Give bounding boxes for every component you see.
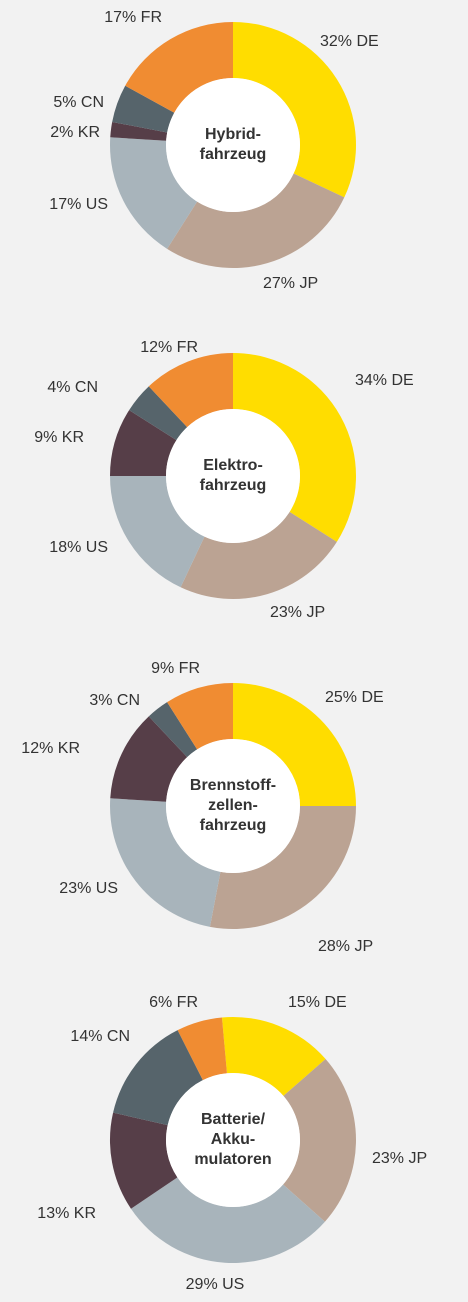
slice-label: 29% US [186,1276,245,1293]
slice [233,683,356,806]
center-label: mulatoren [194,1151,271,1168]
slice-label: 27% JP [263,275,318,292]
slice-label: 17% US [49,196,108,213]
slice [148,702,198,758]
slice [233,353,356,542]
slice [130,1177,325,1263]
center-label: Hybrid- [205,126,261,143]
slice [167,683,233,750]
slice-label: 3% CN [89,692,140,709]
slice [177,1017,227,1081]
center-label: fahrzeug [200,477,267,494]
center-label: Batterie/ [201,1111,266,1128]
slice [110,716,188,802]
slice [109,798,221,927]
slice [112,85,175,133]
slice [167,173,345,268]
slice-label: 12% KR [21,740,80,757]
center-label: zellen- [208,797,258,814]
slice-label: 9% KR [34,429,84,446]
center-hole [166,78,300,212]
slice-label: 32% DE [320,33,379,50]
slice [129,386,188,441]
slice [113,1030,203,1126]
slice-label: 25% DE [325,689,384,706]
slice [125,22,233,113]
slice-label: 9% FR [151,660,200,677]
slice-label: 18% US [49,539,108,556]
slice [283,1059,356,1222]
center-hole [166,739,300,873]
slice-label: 2% KR [50,124,100,141]
slice-label: 12% FR [140,339,198,356]
slice-label: 15% DE [288,994,347,1011]
slice-label: 34% DE [355,372,414,389]
center-hole [166,1073,300,1207]
slice-label: 23% US [59,880,118,897]
slice-label: 17% FR [104,9,162,26]
slice-label: 28% JP [318,938,373,955]
slice [110,410,177,476]
slice [110,137,198,249]
slice [109,1112,178,1209]
slice-label: 23% JP [372,1150,427,1167]
center-label: fahrzeug [200,817,267,834]
slice-label: 23% JP [270,604,325,621]
center-hole [166,409,300,543]
slice [148,353,233,428]
slice-label: 14% CN [70,1028,130,1045]
center-label: Akku- [211,1131,255,1148]
center-label: Elektro- [203,457,263,474]
slice-label: 13% KR [37,1205,96,1222]
center-label: fahrzeug [200,146,267,163]
slice-label: 5% CN [53,94,104,111]
slice [233,22,356,198]
center-label: Brennstoff- [190,777,276,794]
slice [180,511,337,599]
slice [110,121,168,141]
slice [110,476,205,588]
slice [221,1016,326,1096]
slice [209,806,356,930]
slice-label: 6% FR [149,994,198,1011]
slice-label: 4% CN [47,379,98,396]
